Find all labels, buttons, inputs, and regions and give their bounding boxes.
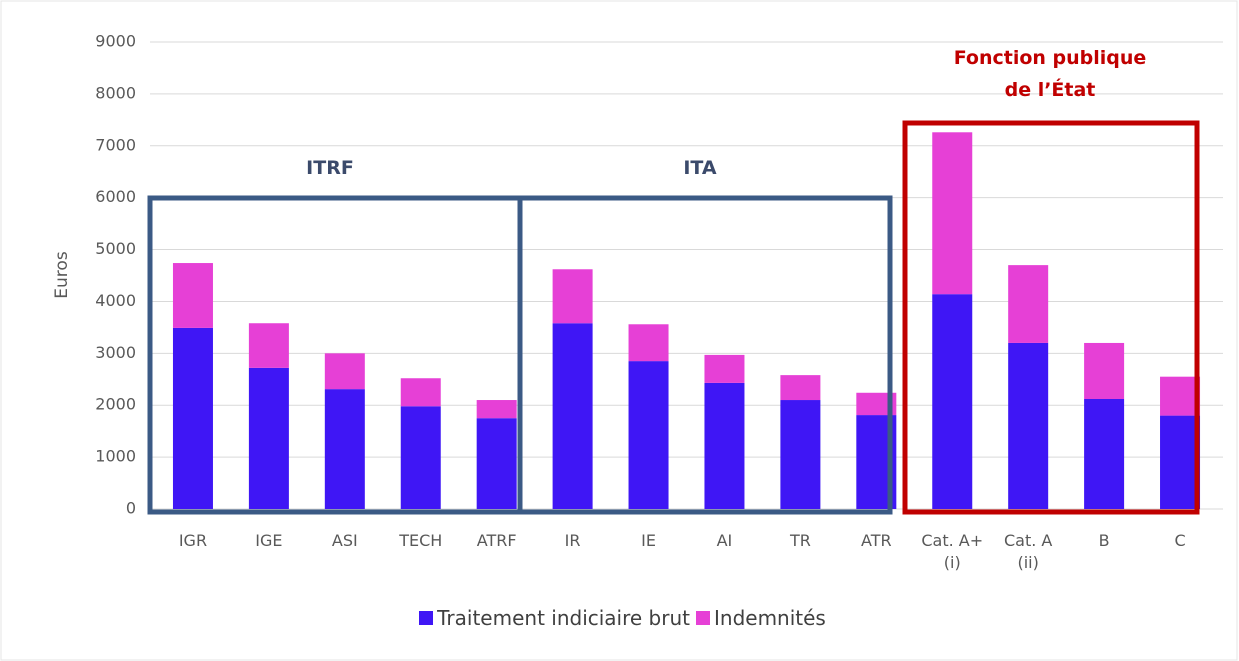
bar [400, 378, 441, 407]
legend-swatch [419, 611, 434, 625]
x-tick-label: IGR [178, 531, 208, 550]
x-tick-label: ATR [861, 531, 892, 550]
annotation: Fonction publique de l’État [953, 47, 1147, 101]
annotation: ITA [683, 157, 717, 179]
bar [1008, 265, 1049, 343]
x-tick-label: C [1174, 531, 1186, 550]
legend-label: Indemnités [714, 606, 826, 630]
bar [476, 400, 517, 419]
y-tick-label: 9000 [95, 32, 136, 51]
bar [1084, 398, 1125, 509]
x-tick-label: B [1098, 531, 1110, 550]
group-box [517, 195, 893, 515]
bar [172, 327, 213, 509]
y-axis-label: Euros [52, 251, 72, 299]
bar [856, 392, 897, 416]
y-tick-label: 5000 [95, 239, 136, 258]
bar [932, 132, 973, 295]
y-tick-label: 0 [126, 499, 136, 518]
bar [552, 323, 593, 509]
bar [704, 382, 745, 509]
x-tick-label: Cat. A+ (i) [921, 531, 984, 572]
bar [1160, 376, 1201, 416]
x-tick-label: TR [789, 531, 811, 550]
y-tick-label: 3000 [95, 343, 136, 362]
x-tick-label: ASI [331, 531, 358, 550]
y-tick-label: 6000 [95, 187, 136, 206]
bar [552, 269, 593, 324]
x-tick-label: IE [641, 531, 656, 550]
bar [400, 406, 441, 509]
bar [248, 367, 289, 509]
y-tick-label: 8000 [95, 83, 136, 102]
y-tick-label: 1000 [95, 447, 136, 466]
bar [248, 323, 289, 368]
x-tick-label: Cat. A (ii) [1003, 531, 1053, 572]
bar [932, 294, 973, 509]
bar [780, 375, 821, 401]
y-tick-label: 4000 [95, 291, 136, 310]
x-tick-label: TECH [399, 531, 443, 550]
bar [628, 361, 669, 509]
x-tick-label: IR [564, 531, 581, 550]
group-box [902, 120, 1200, 515]
y-tick-label: 7000 [95, 135, 136, 154]
bar [1160, 415, 1201, 509]
bar [324, 353, 365, 390]
legend-swatch [696, 611, 710, 625]
annotation: ITRF [306, 157, 354, 179]
legend: Traitement indiciaire brut Indemnités [0, 606, 1239, 630]
x-tick-label: IGE [255, 531, 283, 550]
bar [172, 263, 213, 328]
bar [1008, 342, 1049, 509]
x-tick-label: ATRF [476, 531, 517, 550]
bar [628, 324, 669, 362]
y-tick-label: 2000 [95, 395, 136, 414]
legend-label: Traitement indiciaire brut [437, 606, 690, 630]
bar [476, 418, 517, 509]
bar [704, 354, 745, 383]
bar [780, 400, 821, 509]
bar [324, 389, 365, 509]
x-tick-label: AI [716, 531, 733, 550]
bar [1084, 342, 1125, 399]
